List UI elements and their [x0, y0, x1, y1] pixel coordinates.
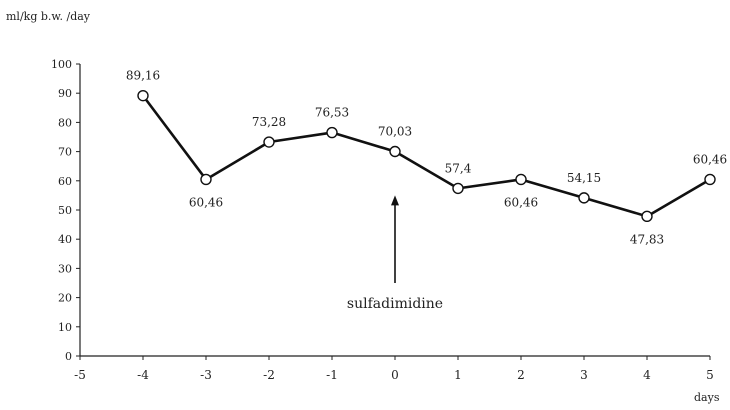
y-tick-label: 90 [58, 87, 72, 100]
y-tick-label: 30 [58, 262, 72, 275]
x-tick-label: 5 [706, 368, 714, 382]
y-ticks: 0 10 20 30 40 50 60 70 80 90 100 [51, 58, 80, 363]
data-point-marker [704, 173, 716, 186]
data-label: 60,46 [504, 195, 538, 209]
data-label: 76,53 [315, 106, 349, 120]
data-labels: 89,16 60,46 73,28 76,53 70,03 57,4 60,46 54,15 4… [126, 69, 727, 247]
x-tick-label: 3 [580, 368, 588, 382]
annotation-layer: sulfadimidine [347, 195, 443, 312]
x-ticks: -5 -4 -3 -2 -1 0 1 2 3 4 5 [74, 356, 714, 382]
y-tick-label: 20 [58, 292, 72, 305]
x-tick-label: 4 [643, 368, 651, 382]
x-tick-label: 2 [517, 368, 525, 382]
annotation-arrow-head [391, 195, 399, 206]
data-point-marker [641, 210, 653, 223]
data-point-marker [389, 145, 401, 158]
data-label: 54,15 [567, 171, 601, 185]
data-point-marker [515, 173, 527, 186]
data-label: 57,4 [445, 161, 472, 175]
y-tick-label: 40 [58, 233, 72, 246]
data-point-marker [326, 126, 338, 139]
data-label: 47,83 [630, 232, 664, 246]
data-label: 73,28 [252, 115, 286, 129]
data-point-marker [578, 192, 590, 204]
annotation-label: sulfadimidine [347, 296, 443, 312]
x-tick-label: -5 [74, 368, 86, 382]
data-point-marker [137, 89, 149, 102]
y-axis-label: ml/kg b.w. /day [6, 10, 91, 23]
y-tick-label: 100 [51, 58, 72, 71]
x-tick-label: -4 [137, 368, 149, 382]
data-label: 89,16 [126, 69, 160, 83]
y-tick-label: 70 [58, 146, 72, 159]
data-point-marker [452, 182, 464, 195]
series-layer [137, 89, 716, 223]
x-tick-label: 1 [454, 368, 462, 382]
data-label: 60,46 [693, 152, 727, 166]
y-tick-label: 50 [58, 204, 72, 217]
y-tick-label: 80 [58, 116, 72, 129]
x-tick-label: -2 [263, 368, 275, 382]
x-tick-label: -3 [200, 368, 212, 382]
y-tick-label: 60 [58, 175, 72, 188]
series-line [141, 94, 711, 218]
data-point-marker [200, 173, 212, 186]
data-label: 60,46 [189, 195, 223, 209]
y-tick-label: 10 [58, 321, 72, 334]
x-tick-label: 0 [391, 368, 399, 382]
x-tick-label: -1 [326, 368, 338, 382]
x-axis-label: days [694, 391, 720, 404]
data-label: 70,03 [378, 125, 412, 139]
y-tick-label: 0 [65, 350, 72, 363]
data-point-marker [263, 136, 275, 148]
